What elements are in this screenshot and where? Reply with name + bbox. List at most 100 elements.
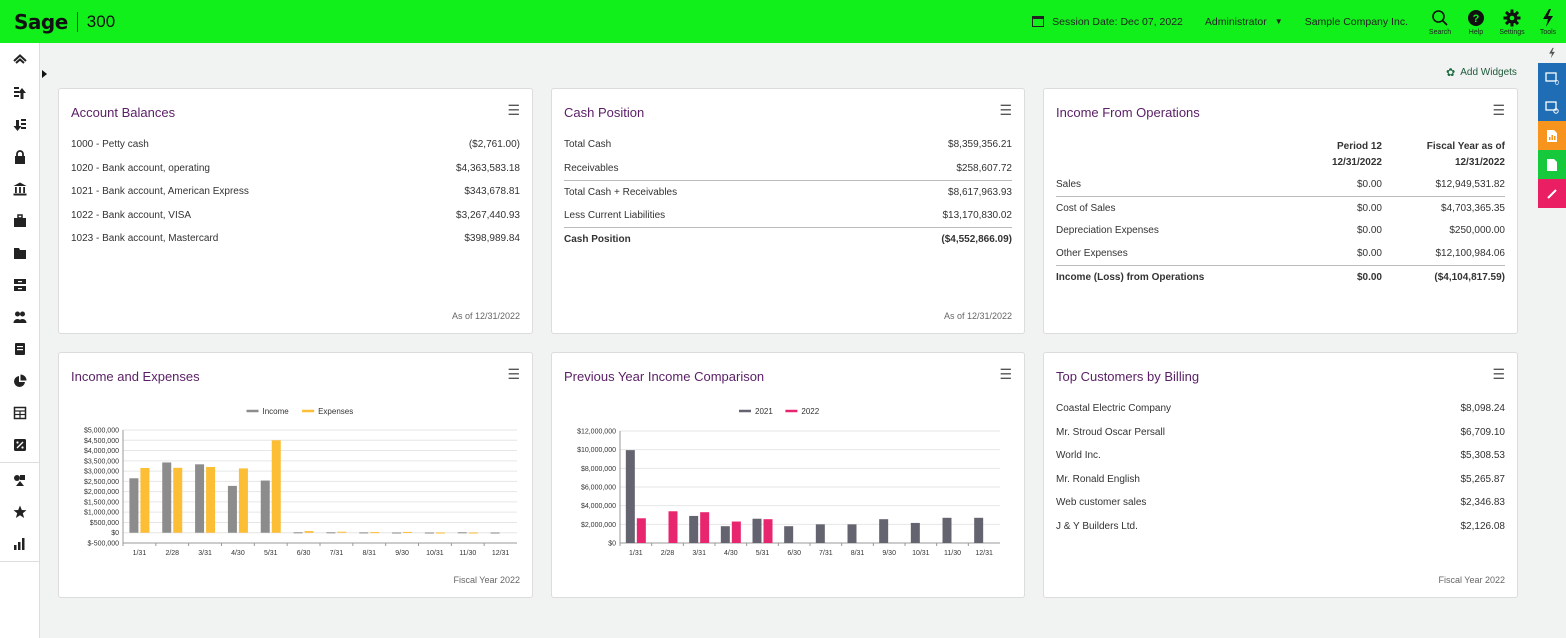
sidebar-item-folders[interactable] — [0, 237, 40, 269]
company-name[interactable]: Sample Company Inc. — [1304, 15, 1408, 28]
list-item: Less Current Liabilities $13,170,830.02 — [564, 204, 1012, 228]
rail-tasks-button[interactable] — [1538, 92, 1566, 121]
sidebar-item-custom[interactable] — [0, 464, 40, 496]
bar-income — [227, 485, 237, 533]
sidebar-item-favorites[interactable] — [0, 496, 40, 528]
list-item[interactable]: 1022 - Bank account, VISA $3,267,440.93 — [71, 204, 520, 228]
sidebar-item-jobs[interactable] — [0, 205, 40, 237]
hamburger-menu-icon[interactable]: ☰ — [507, 102, 520, 118]
sidebar-item-receivables[interactable] — [0, 109, 40, 141]
x-tick-label: 4/30 — [724, 550, 738, 557]
y-tick-label: $2,500,000 — [84, 479, 119, 486]
sidebar-item-tax[interactable] — [0, 429, 40, 461]
table-row: Other Expenses $0.00 $12,100,984.06 — [1056, 242, 1505, 265]
help-icon: ? — [1467, 8, 1485, 28]
x-tick-label: 6/30 — [297, 550, 311, 557]
sidebar-item-reports[interactable] — [0, 528, 40, 560]
sidebar-expand-toggle[interactable] — [42, 70, 47, 78]
help-button[interactable]: ? Help — [1458, 0, 1494, 43]
row-label: World Inc. — [1056, 450, 1101, 462]
row-value: $4,363,583.18 — [456, 162, 520, 174]
hamburger-menu-icon[interactable]: ☰ — [1492, 102, 1505, 118]
row-value: $5,308.53 — [1460, 450, 1506, 462]
list-item[interactable]: Coastal Electric Company $8,098.24 — [1056, 397, 1505, 421]
list-item[interactable]: Mr. Ronald English $5,265.87 — [1056, 468, 1505, 492]
row-label: 1000 - Petty cash — [71, 139, 149, 151]
sidebar-item-bank[interactable] — [0, 173, 40, 205]
search-button[interactable]: Search — [1422, 0, 1458, 43]
list-item[interactable]: World Inc. $5,308.53 — [1056, 444, 1505, 468]
session-date-value: Dec 07, 2022 — [1120, 15, 1183, 28]
list-item[interactable]: 1021 - Bank account, American Express $34… — [71, 180, 520, 204]
bar-expenses — [271, 440, 281, 533]
rail-documents-button[interactable] — [1538, 150, 1566, 179]
row-value: $343,678.81 — [464, 186, 520, 198]
sidebar-item-home[interactable] — [0, 45, 40, 77]
widget-title: Income From Operations — [1056, 105, 1200, 120]
rail-lightning-icon[interactable] — [1538, 43, 1566, 63]
report-doc-icon — [1547, 129, 1557, 142]
session-date[interactable]: Session Date: Dec 07, 2022 — [1032, 16, 1183, 28]
list-item[interactable]: Mr. Stroud Oscar Persall $6,709.10 — [1056, 421, 1505, 445]
row-label: Less Current Liabilities — [564, 209, 666, 221]
pencil-icon — [1547, 188, 1557, 199]
settings-button[interactable]: Settings — [1494, 0, 1530, 43]
user-menu[interactable]: Administrator ▼ — [1205, 16, 1283, 28]
session-label: Session Date: — [1052, 15, 1118, 28]
sidebar-item-ledger[interactable] — [0, 397, 40, 429]
add-widgets-button[interactable]: ✿ Add Widgets — [1446, 66, 1517, 79]
income-expenses-chart[interactable]: $-500,000 $0 $500,000 $1,000,000 $1,500,000 $… — [59, 353, 534, 599]
brand[interactable]: Sage 300 — [14, 10, 115, 34]
list-item: Total Cash $8,359,356.21 — [564, 133, 1012, 157]
y-tick-label: $-500,000 — [87, 541, 119, 548]
x-tick-label: 3/31 — [198, 550, 212, 557]
tools-button[interactable]: Tools — [1530, 0, 1566, 43]
hamburger-menu-icon[interactable]: ☰ — [999, 102, 1012, 118]
x-tick-label: 8/31 — [851, 550, 865, 557]
bar-expenses — [173, 467, 183, 533]
bar-2021 — [910, 522, 920, 543]
sidebar-item-documents[interactable] — [0, 333, 40, 365]
bar-2021 — [689, 515, 699, 543]
y-tick-label: $3,000,000 — [84, 469, 119, 476]
sidebar-item-inventory[interactable] — [0, 269, 40, 301]
settings-label: Settings — [1499, 28, 1525, 36]
list-item: Receivables $258,607.72 — [564, 157, 1012, 181]
list-item[interactable]: 1020 - Bank account, operating $4,363,583… — [71, 157, 520, 181]
row-fy: $12,100,984.06 — [1435, 248, 1505, 259]
bank-icon — [13, 182, 27, 196]
widget-title: Previous Year Income Comparison — [564, 369, 765, 384]
widget-footer: Fiscal Year 2022 — [1438, 575, 1505, 585]
row-label: Coastal Electric Company — [1056, 403, 1172, 415]
row-period: $0.00 — [1356, 225, 1382, 236]
sidebar-item-analytics[interactable] — [0, 365, 40, 397]
pie-icon — [14, 374, 27, 387]
star-icon — [13, 505, 27, 518]
bar-2022 — [763, 519, 773, 543]
sidebar-item-payables[interactable] — [0, 77, 40, 109]
home-icon — [13, 54, 27, 64]
rail-notes-button[interactable] — [1538, 179, 1566, 208]
list-item[interactable]: 1023 - Bank account, Mastercard $398,989.… — [71, 227, 520, 251]
legend-label: 2022 — [801, 407, 819, 416]
sidebar-item-customers[interactable] — [0, 301, 40, 333]
bar-2021 — [625, 450, 635, 543]
row-value: $3,267,440.93 — [456, 209, 520, 221]
search-label: Search — [1428, 28, 1452, 36]
row-value: ($4,552,866.09) — [941, 233, 1012, 245]
list-item[interactable]: 1000 - Petty cash ($2,761.00) — [71, 133, 520, 157]
rail-reports-button[interactable] — [1538, 121, 1566, 150]
y-tick-label: $0 — [608, 541, 616, 548]
hamburger-menu-icon[interactable]: ☰ — [507, 366, 520, 382]
list-item[interactable]: Web customer sales $2,346.83 — [1056, 491, 1505, 515]
prev-year-income-chart[interactable]: $0 $2,000,000 $4,000,000 $6,000,000 $8,000,0… — [552, 353, 1026, 599]
hamburger-menu-icon[interactable]: ☰ — [1492, 366, 1505, 382]
x-tick-label: 1/31 — [629, 550, 643, 557]
x-tick-label: 10/31 — [426, 550, 444, 557]
row-value: $398,989.84 — [464, 233, 520, 245]
hamburger-menu-icon[interactable]: ☰ — [999, 366, 1012, 382]
sidebar-item-security[interactable] — [0, 141, 40, 173]
bar-2021 — [752, 518, 762, 543]
list-item[interactable]: J & Y Builders Ltd. $2,126.08 — [1056, 515, 1505, 539]
rail-notifications-button[interactable]: 0 — [1538, 63, 1566, 92]
